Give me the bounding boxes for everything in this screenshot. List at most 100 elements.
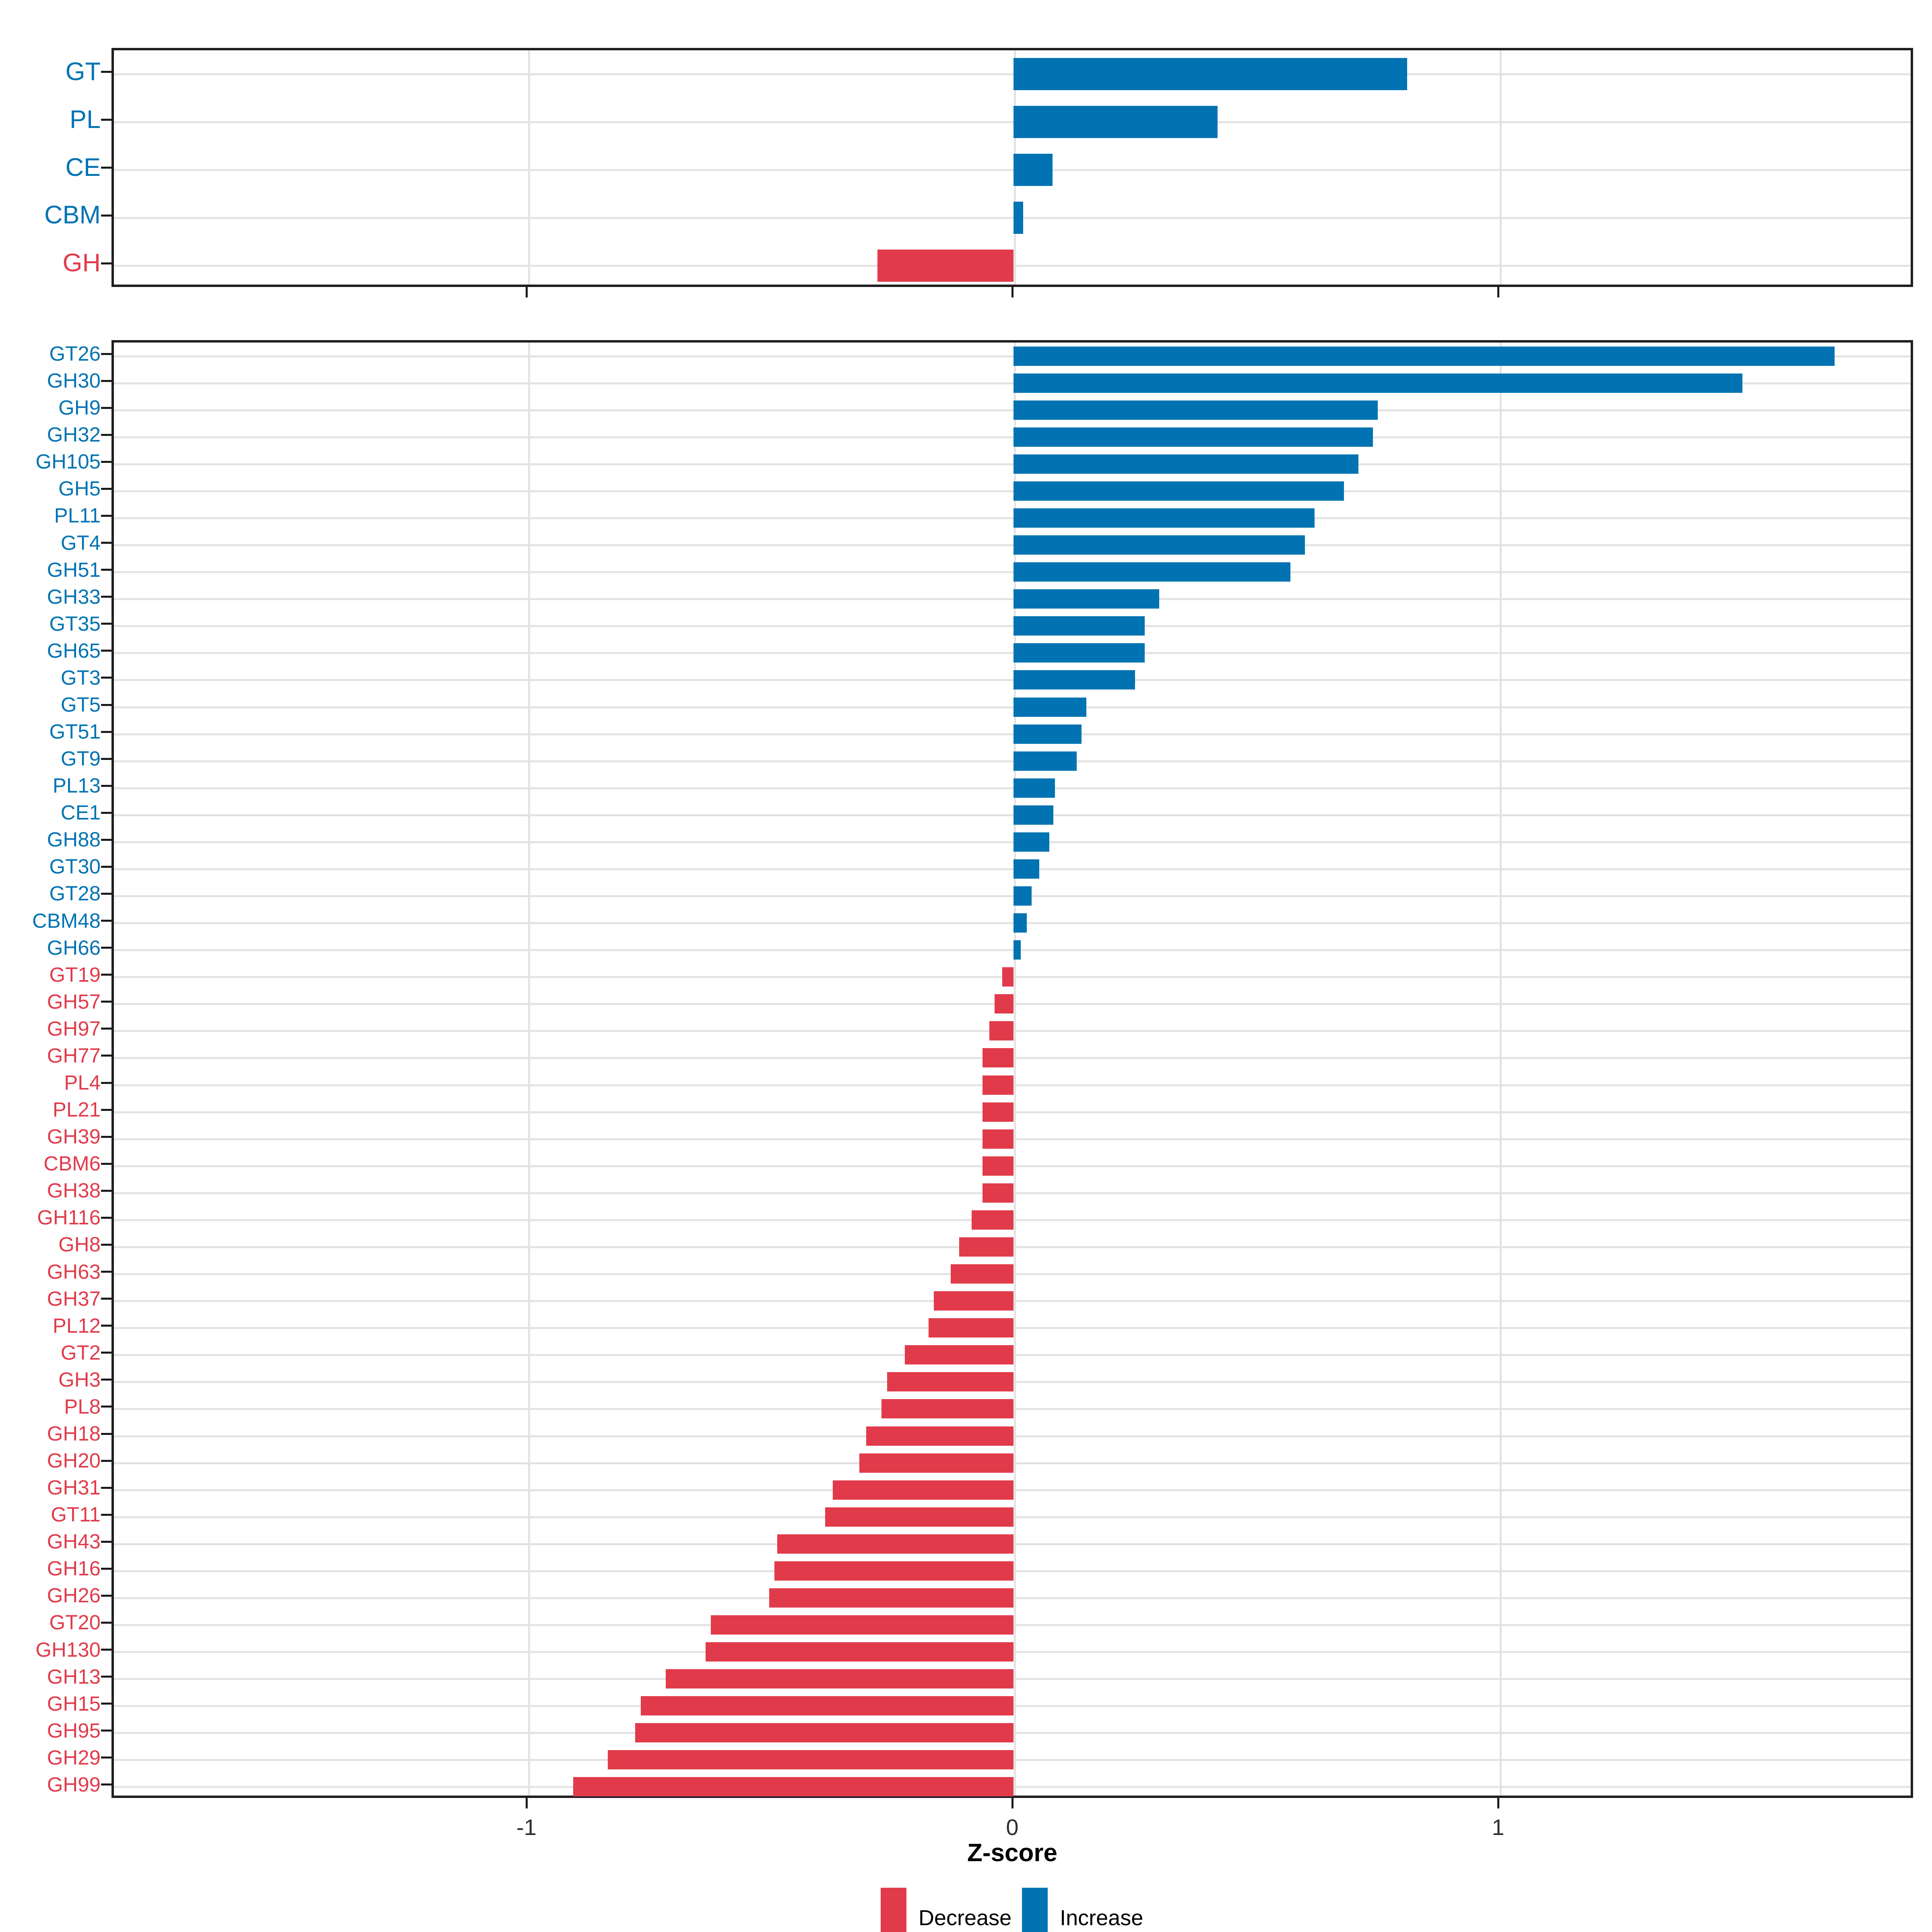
bar-GH130	[705, 1642, 1013, 1662]
panel-class-summary	[111, 48, 1913, 287]
y-tick	[101, 1486, 111, 1489]
bar-GH88	[1013, 832, 1050, 852]
bar-PL11	[1013, 508, 1315, 528]
bar-GH57	[994, 994, 1013, 1014]
category-label-GH37: GH37	[47, 1287, 101, 1310]
y-tick	[101, 1783, 111, 1786]
gridline-row	[114, 217, 1911, 219]
gridline-row	[114, 121, 1911, 124]
category-label-GH97: GH97	[47, 1017, 101, 1040]
bar-GH95	[635, 1723, 1013, 1743]
bar-GH51	[1013, 562, 1290, 582]
category-label-GT11: GT11	[51, 1503, 101, 1526]
y-tick	[101, 1271, 111, 1273]
category-label-GH26: GH26	[47, 1584, 101, 1607]
category-label-GH51: GH51	[47, 558, 101, 581]
bar-GH38	[982, 1183, 1013, 1203]
gridline-row	[114, 169, 1911, 171]
y-tick	[101, 677, 111, 679]
category-label-GH32: GH32	[47, 423, 101, 446]
y-tick	[101, 811, 111, 814]
bar-GT2	[904, 1345, 1013, 1365]
y-tick	[101, 650, 111, 652]
gridline-row	[114, 706, 1911, 708]
x-tick-label--1: -1	[516, 1814, 537, 1840]
bar-GH116	[972, 1210, 1013, 1230]
category-label-GT51: GT51	[49, 720, 101, 743]
bar-GH99	[573, 1777, 1013, 1797]
bar-GT28	[1013, 886, 1032, 906]
category-label-GH116: GH116	[37, 1206, 101, 1229]
gridline-row	[114, 679, 1911, 681]
gridline-row	[114, 73, 1911, 76]
category-label-GT30: GT30	[49, 855, 101, 878]
y-tick	[101, 920, 111, 922]
category-label-GH16: GH16	[47, 1557, 101, 1580]
legend-key-decrease	[881, 1888, 906, 1932]
y-tick	[101, 1028, 111, 1030]
category-label-GH29: GH29	[47, 1746, 101, 1769]
bar-PL21	[982, 1102, 1013, 1122]
y-tick	[101, 623, 111, 625]
category-label-PL21: PL21	[52, 1098, 101, 1121]
category-label-GH130: GH130	[35, 1638, 101, 1661]
bar-GT9	[1013, 751, 1077, 771]
bar-PL13	[1013, 778, 1055, 798]
gridline-row	[114, 544, 1911, 547]
x-tick	[1497, 1798, 1499, 1808]
category-label-CBM: CBM	[44, 201, 101, 229]
category-label-GH9: GH9	[58, 396, 101, 419]
category-label-GH30: GH30	[47, 369, 101, 392]
gridline-x--1	[528, 50, 530, 285]
gridline-x-1	[1500, 50, 1502, 285]
gridline-row	[114, 517, 1911, 519]
bar-CE1	[1013, 805, 1053, 825]
y-tick	[101, 433, 111, 436]
bar-GH43	[777, 1534, 1013, 1554]
bar-GT26	[1013, 346, 1835, 366]
category-label-GT19: GT19	[49, 963, 101, 986]
y-tick	[101, 1162, 111, 1165]
y-tick	[101, 1135, 111, 1138]
y-tick	[101, 1757, 111, 1759]
legend-label-decrease: Decrease	[919, 1906, 1012, 1930]
gridline-x-1	[1500, 343, 1502, 1796]
category-label-GT5: GT5	[60, 693, 101, 716]
category-label-GT9: GT9	[60, 747, 101, 770]
category-label-GT28: GT28	[49, 882, 101, 905]
category-label-PL11: PL11	[54, 504, 101, 527]
category-label-GH105: GH105	[35, 450, 101, 473]
category-label-CBM48: CBM48	[32, 909, 101, 932]
gridline-row	[114, 598, 1911, 601]
gridline-row	[114, 922, 1911, 925]
bar-GH37	[934, 1291, 1013, 1311]
y-tick	[101, 1082, 111, 1084]
y-tick	[101, 1189, 111, 1192]
bar-GT51	[1013, 724, 1082, 744]
y-tick	[101, 947, 111, 949]
category-label-GH13: GH13	[47, 1665, 101, 1688]
y-tick	[101, 893, 111, 895]
bar-GH31	[832, 1480, 1013, 1500]
gridline-row	[114, 760, 1911, 762]
x-tick	[1497, 287, 1499, 297]
category-label-GT26: GT26	[49, 342, 101, 365]
category-label-GH5: GH5	[58, 477, 101, 500]
y-tick	[101, 1352, 111, 1354]
gridline-row	[114, 355, 1911, 357]
bar-GH66	[1013, 940, 1021, 960]
category-label-GH77: GH77	[47, 1044, 101, 1067]
x-tick-label-1: 1	[1492, 1814, 1505, 1840]
y-tick	[101, 1001, 111, 1003]
y-tick	[101, 380, 111, 382]
y-tick	[101, 569, 111, 571]
panel-family-detail	[111, 340, 1913, 1798]
bar-GH32	[1013, 427, 1373, 447]
bar-PL12	[928, 1318, 1013, 1338]
y-tick	[101, 1325, 111, 1327]
y-tick	[101, 167, 111, 169]
y-tick	[101, 838, 111, 841]
y-tick	[101, 1055, 111, 1057]
gridline-row	[114, 436, 1911, 438]
gridline-row	[114, 490, 1911, 492]
